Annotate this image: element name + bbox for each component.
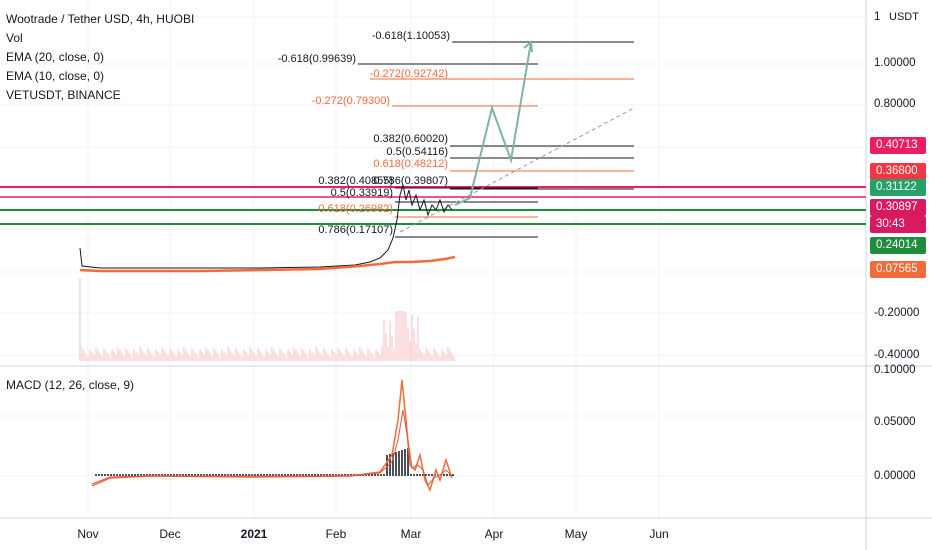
trend-line — [399, 107, 635, 233]
ema-line — [79, 255, 456, 273]
legend-ema-20[interactable]: EMA (20, close, 0) — [6, 50, 105, 64]
time-tick: 2021 — [240, 527, 268, 541]
fib-label: -0.618(1.10053) — [371, 30, 450, 42]
price-tick: -0.20000 — [874, 307, 920, 319]
fib-label: 0.5(0.54116) — [386, 146, 448, 158]
fib-label: 0.786(0.39807) — [373, 175, 448, 187]
price-tag: 0.40713 — [870, 137, 926, 154]
fib-label: -0.272(0.79300) — [311, 95, 390, 107]
price-axis-unit: USDT — [889, 11, 919, 23]
fib-label: -0.272(0.92742) — [369, 68, 448, 80]
legend-title[interactable]: Wootrade / Tether USD, 4h, HUOBI — [6, 12, 195, 26]
volume-bars — [79, 311, 455, 361]
signal-line — [91, 409, 453, 486]
fib-label: 0.5(0.33919) — [330, 187, 393, 199]
macd-tick: 0.10000 — [874, 364, 916, 376]
price-tick: 1.00000 — [874, 57, 916, 69]
macd-tick: 0.05000 — [874, 416, 916, 428]
macd-histogram — [95, 448, 454, 476]
macd-line — [91, 379, 453, 493]
time-tick: Apr — [484, 527, 504, 541]
time-tick: Jun — [649, 527, 669, 541]
price-tag: 0.36800 — [870, 163, 926, 180]
time-tick: Mar — [400, 527, 422, 541]
projection-arrowhead — [523, 39, 533, 53]
price-tick: 0.80000 — [874, 98, 916, 110]
price-tag: 0.24014 — [870, 237, 926, 254]
price-tag: 0.31122 — [870, 179, 926, 196]
price-line — [79, 184, 453, 269]
time-tick: May — [564, 527, 588, 541]
price-tag: 0.07565 — [870, 261, 926, 278]
countdown-tag: 30:43 — [870, 216, 926, 233]
fib-label: 0.618(0.48212) — [373, 158, 448, 170]
price-tick: 1 — [874, 11, 881, 23]
legend-ema-10[interactable]: EMA (10, close, 0) — [6, 69, 105, 83]
fib-label: 0.618(0.26982) — [318, 203, 393, 215]
time-tick: Feb — [325, 527, 347, 541]
time-tick: Nov — [77, 527, 99, 541]
time-tick: Dec — [159, 527, 181, 541]
legend-volume[interactable]: Vol — [6, 31, 23, 45]
price-tick: -0.40000 — [874, 349, 920, 361]
fib-label: 0.786(0.17107) — [318, 224, 393, 236]
fib-label: -0.618(0.99639) — [277, 53, 356, 65]
legend-compare-symbol[interactable]: VETUSDT, BINANCE — [6, 88, 121, 102]
fib-label: 0.382(0.60020) — [373, 133, 448, 145]
macd-legend[interactable]: MACD (12, 26, close, 9) — [6, 378, 135, 392]
price-tag: 0.30897 — [870, 199, 926, 216]
projection-path — [454, 41, 532, 206]
chart-legend: Wootrade / Tether USD, 4h, HUOBI Vol EMA… — [6, 10, 194, 105]
macd-tick: 0.00000 — [874, 470, 916, 482]
fib-label: 0.382(0.40855) — [318, 175, 393, 187]
